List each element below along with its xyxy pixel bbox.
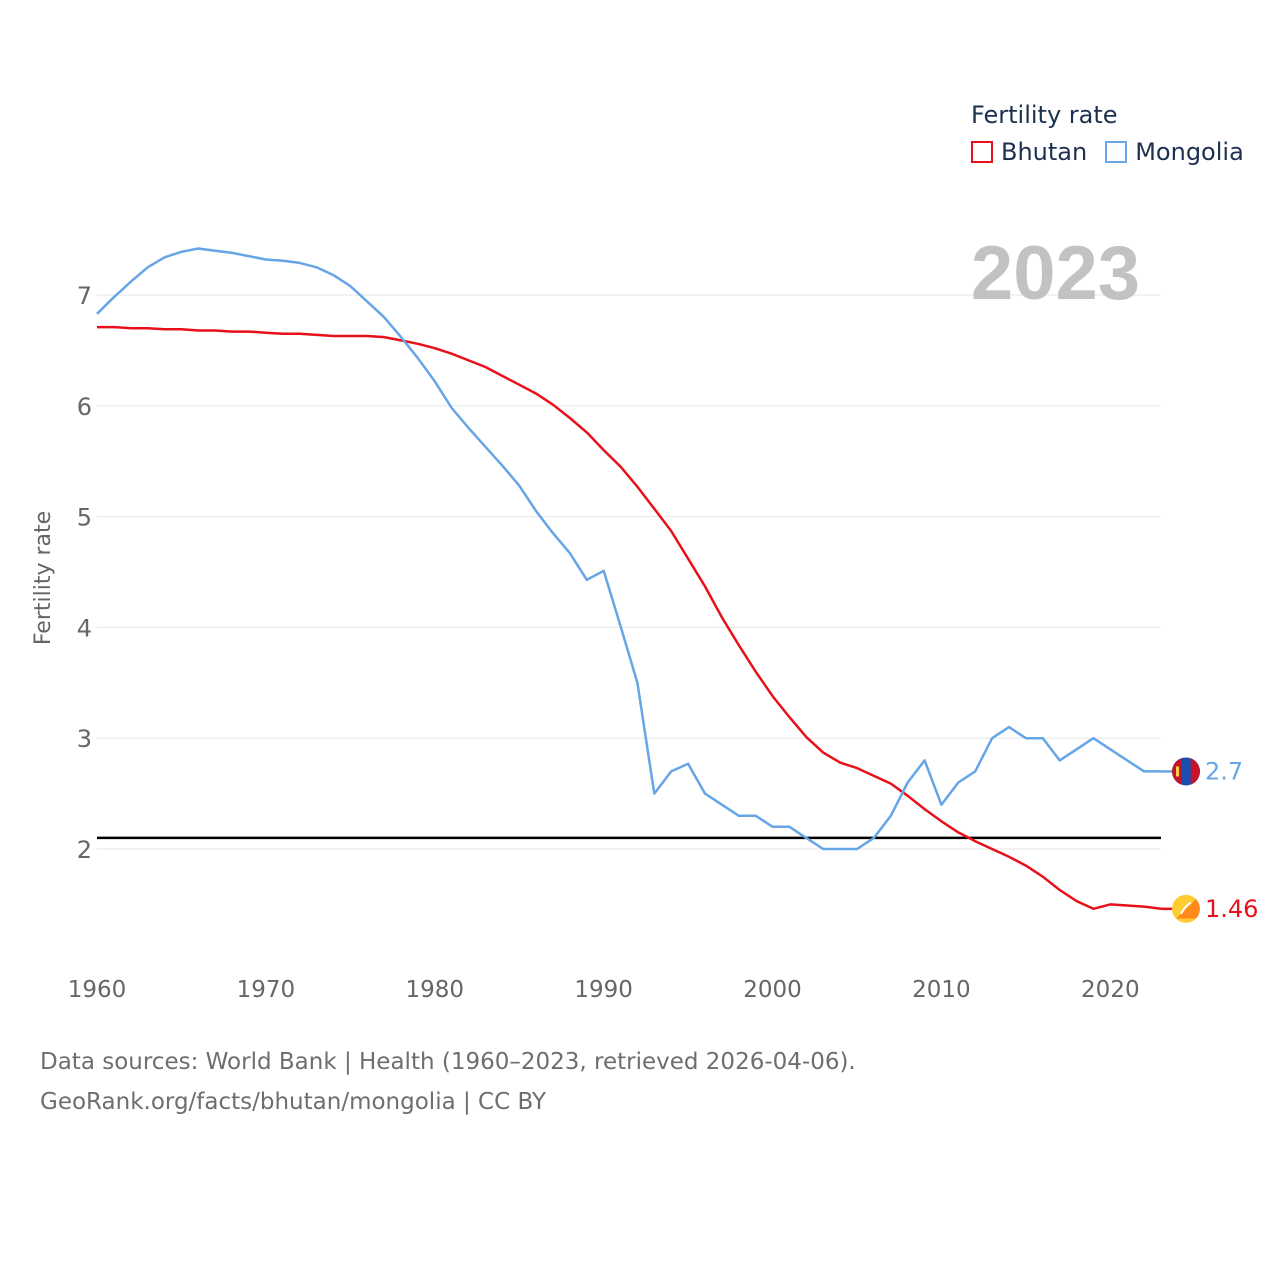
x-tick-label: 2020: [1081, 977, 1140, 1003]
x-tick-label: 1970: [237, 977, 296, 1003]
legend-swatch-bhutan: [971, 141, 993, 163]
legend-swatch-mongolia: [1105, 141, 1128, 163]
end-value-label-mongolia: 2.7: [1205, 757, 1243, 785]
end-value-label-bhutan: 1.46: [1205, 895, 1258, 923]
x-tick-label: 2000: [743, 977, 802, 1003]
year-label: 2023: [971, 231, 1140, 316]
flag-part: [1190, 758, 1200, 785]
mongolia-flag-icon: [1172, 757, 1200, 786]
legend-label-bhutan: Bhutan: [1001, 138, 1088, 166]
x-tick-label: 1990: [574, 977, 633, 1003]
x-tick-label: 1960: [68, 977, 127, 1003]
flag-soyombo: [1176, 766, 1179, 777]
bhutan-flag-icon: [1172, 894, 1200, 923]
y-tick-label: 6: [77, 393, 92, 421]
end-markers: 1.46 2.7: [1161, 757, 1258, 923]
series-line-bhutan: [97, 325, 1162, 911]
flag-dragon: [1180, 901, 1192, 915]
y-tick-label: 2: [77, 836, 92, 864]
legend-item-bhutan[interactable]: Bhutan: [971, 138, 1087, 166]
data-sources-text: Data sources: World Bank | Health (1960–…: [40, 1049, 856, 1075]
legend: Fertility rate Bhutan Mongolia: [971, 100, 1262, 166]
attribution-link[interactable]: GeoRank.org/facts/bhutan/mongolia | CC B…: [40, 1089, 547, 1115]
footer: Data sources: World Bank | Health (1960–…: [40, 1042, 856, 1122]
series-lines: [96, 247, 1162, 911]
y-tick-label: 4: [77, 614, 92, 642]
y-tick-label: 3: [77, 725, 92, 753]
grid: [97, 294, 1161, 850]
x-axis-ticks: 1960 1970 1980 1990 2000 2010 2020: [68, 977, 1140, 1003]
legend-title: Fertility rate: [971, 101, 1118, 129]
y-tick-label: 5: [77, 504, 92, 532]
x-tick-label: 1980: [406, 977, 465, 1003]
y-tick-label: 7: [77, 282, 92, 310]
y-axis-title: Fertility rate: [31, 511, 56, 645]
series-line-mongolia: [96, 247, 1161, 851]
legend-item-mongolia[interactable]: Mongolia: [1105, 138, 1244, 166]
x-tick-label: 2010: [912, 977, 971, 1003]
y-axis-ticks: 2 3 4 5 6 7: [77, 282, 92, 864]
legend-label-mongolia: Mongolia: [1135, 138, 1244, 166]
